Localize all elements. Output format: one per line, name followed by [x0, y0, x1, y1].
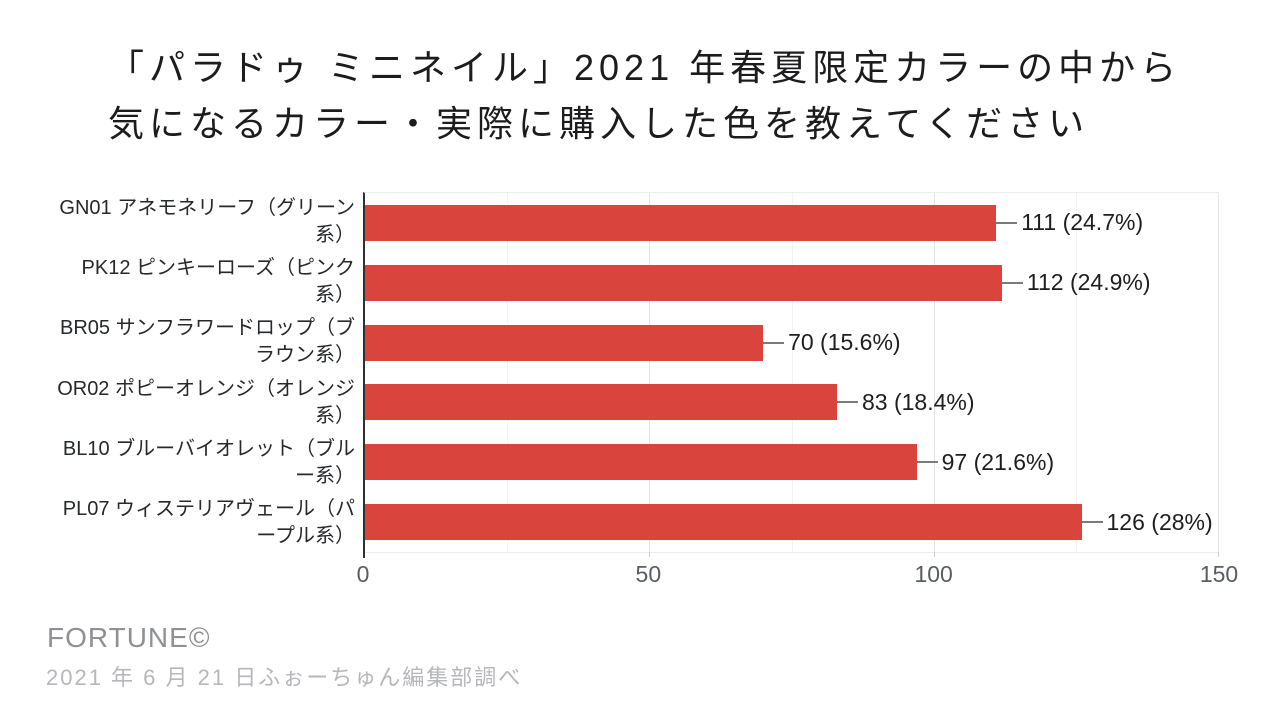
category-label-line: 系）: [315, 284, 355, 307]
category-label: OR02 ポピーオレンジ（オレンジ 系）: [0, 373, 355, 433]
bar: [365, 384, 837, 421]
bar-value-label: 111 (24.7%): [1021, 209, 1144, 236]
bar-value-label: 70 (15.6%): [788, 329, 901, 356]
category-label-line: 系）: [315, 224, 355, 247]
bar-row: 97 (21.6%): [365, 432, 1218, 492]
x-axis-label: 50: [635, 561, 662, 587]
bar: [365, 204, 997, 241]
axis-tick: [1218, 552, 1219, 557]
category-label: PL07 ウィステリアヴェール（パ ープル系）: [0, 493, 355, 553]
bar: [365, 324, 764, 361]
gridline-minor: [1075, 193, 1077, 552]
bar-row: 83 (18.4%): [365, 372, 1218, 432]
bar-row: 126 (28%): [365, 492, 1218, 552]
bar-row: 112 (24.9%): [365, 253, 1218, 313]
category-label-line: 系）: [315, 404, 355, 427]
chart-title-line1: 「パラドゥ ミニネイル」2021 年春夏限定カラーの中から: [108, 47, 1182, 88]
bar-value-label: 97 (21.6%): [941, 448, 1055, 475]
category-label-line: ープル系）: [256, 524, 355, 547]
x-axis-label: 100: [914, 561, 953, 587]
survey-note: 2021 年 6 月 21 日ふぉーちゅん編集部調べ: [46, 665, 523, 690]
leader-line: [763, 341, 785, 344]
chart-title: 「パラドゥ ミニネイル」2021 年春夏限定カラーの中から 気になるカラー・実際…: [108, 40, 1181, 152]
bar-value-label: 83 (18.4%): [861, 388, 975, 415]
gridline-major: [933, 193, 935, 552]
category-label-line: GN01 アネモネリーフ（グリーン: [59, 197, 355, 220]
bar: [365, 264, 1002, 301]
gridline-minor: [507, 193, 509, 552]
leader-line: [1001, 281, 1023, 284]
bar-row: 111 (24.7%): [365, 193, 1218, 253]
brand-logo-text: FORTUNE©: [47, 622, 211, 653]
axis-tick: [649, 552, 651, 557]
category-axis: GN01 アネモネリーフ（グリーン 系） PK12 ピンキーローズ（ピンク 系）…: [0, 192, 355, 553]
category-label: GN01 アネモネリーフ（グリーン 系）: [0, 192, 355, 252]
category-label: BR05 サンフラワードロップ（ブ ラウン系）: [0, 312, 355, 372]
axis-tick: [363, 552, 365, 558]
bar-value-label: 126 (28%): [1106, 508, 1213, 535]
x-axis-label: 0: [356, 561, 370, 587]
axis-tick: [933, 552, 935, 557]
bar-series: 111 (24.7%) 112 (24.9%) 70 (15.6%) 83 (1…: [365, 193, 1218, 552]
category-label-line: ラウン系）: [255, 344, 355, 367]
category-label: PK12 ピンキーローズ（ピンク 系）: [0, 252, 355, 312]
leader-line: [996, 221, 1018, 224]
leader-line: [916, 461, 938, 464]
category-label: BL10 ブルーバイオレット（ブル ー系）: [0, 433, 355, 493]
bar-row: 70 (15.6%): [365, 313, 1218, 373]
category-label-line: ー系）: [295, 464, 355, 487]
x-axis-label: 150: [1199, 561, 1239, 587]
gridline-major: [649, 193, 651, 552]
category-label-line: BL10 ブルーバイオレット（ブル: [62, 437, 355, 460]
plot-area: 111 (24.7%) 112 (24.9%) 70 (15.6%) 83 (1…: [363, 192, 1219, 558]
x-axis: 0 50 100 150: [357, 561, 1239, 591]
leader-line: [1081, 521, 1103, 524]
category-label-line: OR02 ポピーオレンジ（オレンジ: [57, 377, 355, 400]
category-label-line: PK12 ピンキーローズ（ピンク: [81, 257, 355, 280]
gridline-minor: [791, 193, 793, 552]
category-label-line: BR05 サンフラワードロップ（ブ: [60, 317, 355, 340]
bar-value-label: 112 (24.9%): [1026, 269, 1151, 296]
category-label-line: PL07 ウィステリアヴェール（パ: [62, 497, 355, 520]
chart-title-line2: 気になるカラー・実際に購入した色を教えてください: [108, 103, 1090, 144]
leader-line: [836, 401, 858, 404]
bar: [365, 504, 1082, 541]
bar: [365, 444, 917, 481]
